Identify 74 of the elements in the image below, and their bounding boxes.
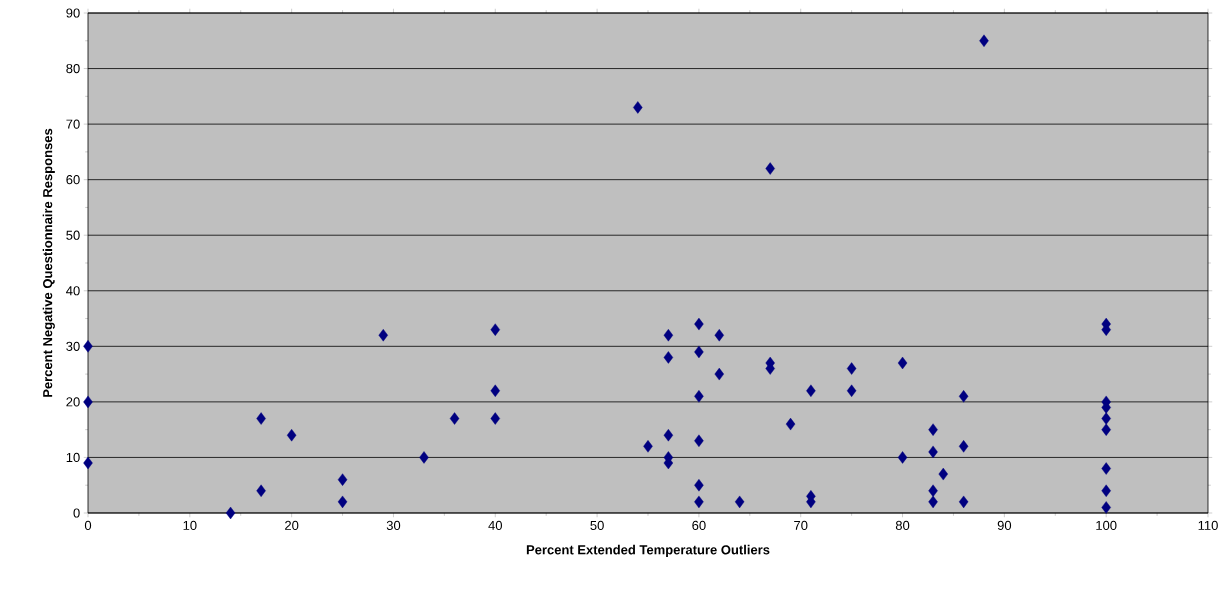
point <box>928 495 938 509</box>
point <box>897 356 908 370</box>
point <box>714 367 724 381</box>
point <box>958 495 969 509</box>
y-tick-label: 40 <box>66 286 80 296</box>
point <box>337 495 348 509</box>
point <box>846 362 857 375</box>
x-tick-label: 110 <box>1198 520 1218 530</box>
x-tick-label: 40 <box>488 520 502 530</box>
y-tick-label: 60 <box>66 175 80 185</box>
x-tick-label: 50 <box>590 520 604 530</box>
point <box>694 390 704 403</box>
point <box>958 440 969 453</box>
point <box>225 506 236 520</box>
point <box>490 323 500 336</box>
point <box>663 351 674 364</box>
point <box>337 473 348 486</box>
x-tick-label: 90 <box>997 520 1012 530</box>
x-tick-label: 80 <box>895 520 910 530</box>
point <box>256 412 266 425</box>
point <box>83 340 93 353</box>
point <box>83 395 93 409</box>
y-tick-label: 90 <box>66 8 80 18</box>
x-tick-label: 0 <box>84 520 92 530</box>
point <box>1101 484 1111 497</box>
point <box>714 329 724 342</box>
point <box>938 467 948 481</box>
point <box>958 390 969 403</box>
y-tick-label: 10 <box>66 452 80 463</box>
y-tick-label: 80 <box>66 63 80 74</box>
point <box>694 345 704 359</box>
point <box>1101 423 1111 436</box>
point <box>1101 501 1111 514</box>
point <box>256 484 266 497</box>
point <box>643 440 653 453</box>
point <box>1101 412 1111 425</box>
x-axis-title: Percent Extended Temperature Outliers <box>526 544 770 557</box>
point <box>633 101 643 114</box>
point <box>694 434 704 447</box>
point <box>928 423 938 436</box>
point <box>979 34 989 47</box>
x-tick-label: 60 <box>692 520 706 530</box>
point <box>806 384 816 397</box>
point <box>449 412 460 425</box>
point <box>785 417 796 431</box>
x-tick-label: 70 <box>794 520 808 530</box>
point <box>663 429 674 442</box>
y-tick-label: 70 <box>66 119 80 129</box>
point <box>490 384 500 397</box>
y-tick-label: 0 <box>73 508 80 518</box>
point <box>846 384 857 397</box>
point <box>765 162 775 175</box>
point <box>694 479 704 492</box>
x-tick-label: 30 <box>386 520 401 530</box>
point <box>419 451 429 464</box>
point <box>663 329 674 342</box>
point <box>694 495 704 509</box>
y-tick-label: 30 <box>66 341 80 351</box>
point <box>928 445 938 459</box>
x-tick-label: 20 <box>285 520 299 530</box>
y-tick-label: 50 <box>66 230 80 240</box>
point <box>897 451 908 464</box>
point <box>694 317 704 331</box>
x-tick-label: 100 <box>1096 520 1117 530</box>
point <box>928 484 938 497</box>
point <box>490 412 500 425</box>
y-axis-title: Percent Negative Questionnaire Responses <box>42 128 55 397</box>
y-tick-label: 20 <box>66 397 80 407</box>
point <box>734 495 745 509</box>
point <box>83 456 93 470</box>
point <box>378 329 388 342</box>
point <box>286 429 297 442</box>
x-tick-label: 10 <box>183 520 197 530</box>
point <box>1101 462 1111 475</box>
